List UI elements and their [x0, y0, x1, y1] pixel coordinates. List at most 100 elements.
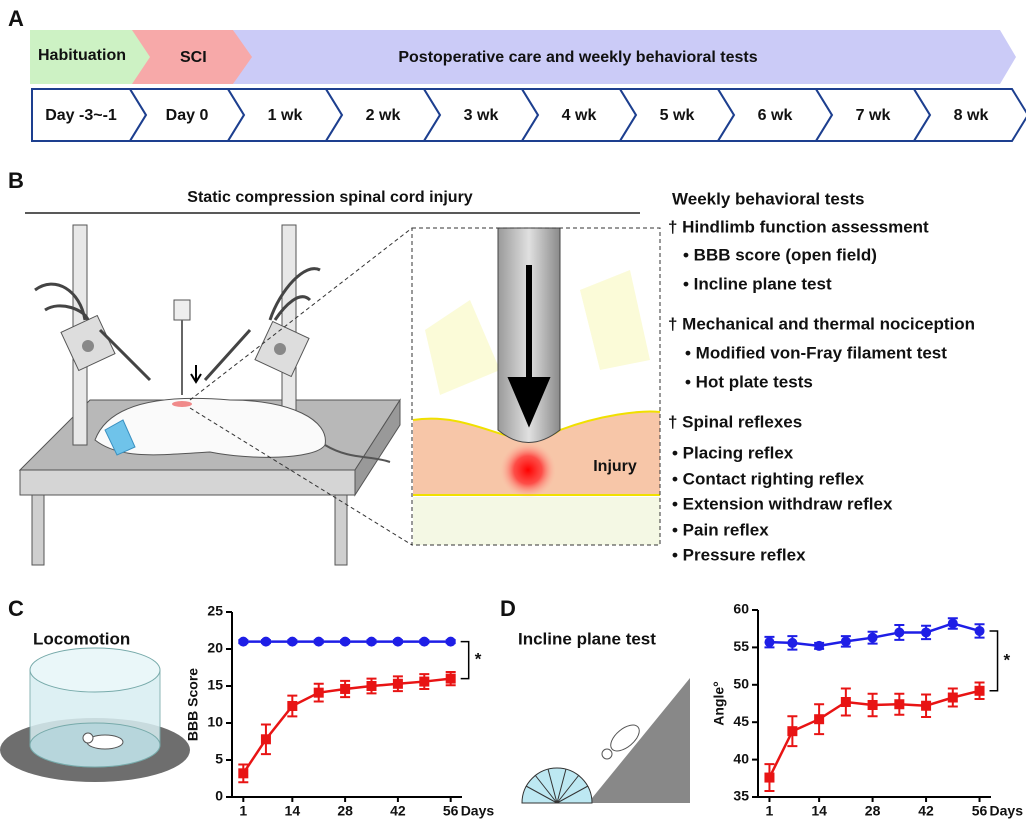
- y-axis-label: Angle°: [711, 681, 727, 726]
- test-item: • Hot plate tests: [685, 372, 813, 391]
- significance-mark: *: [475, 650, 482, 669]
- data-point: [367, 681, 377, 691]
- zoom-line: [190, 228, 412, 400]
- y-tick-label: 60: [733, 601, 749, 617]
- test-item: • BBB score (open field): [683, 245, 877, 264]
- data-point: [948, 618, 958, 628]
- incline-illustration: [522, 678, 690, 803]
- data-point: [446, 674, 456, 684]
- x-tick-label: 42: [918, 803, 934, 819]
- data-point: [841, 636, 851, 646]
- data-point: [868, 633, 878, 643]
- step-label: 3 wk: [464, 107, 499, 124]
- data-point: [238, 768, 248, 778]
- data-point: [814, 714, 824, 724]
- figure: A B C D Habituation SCI Postoperative ca…: [0, 0, 1026, 820]
- panel-title: Locomotion: [33, 629, 130, 648]
- test-item: • Extension withdraw reflex: [672, 494, 893, 513]
- step-label: Day -3~-1: [45, 107, 117, 124]
- test-item: • Incline plane test: [683, 274, 832, 293]
- data-point: [261, 637, 271, 647]
- inset-label: Injury: [593, 458, 637, 475]
- inset: [412, 228, 660, 545]
- data-point: [975, 626, 985, 636]
- test-group: † Hindlimb function assessment: [668, 217, 929, 236]
- y-tick-label: 35: [733, 788, 749, 804]
- data-point: [287, 637, 297, 647]
- x-tick-label: 28: [337, 803, 353, 819]
- data-point: [764, 773, 774, 783]
- open-field-illustration: [0, 648, 190, 782]
- data-point: [787, 638, 797, 648]
- y-tick-label: 20: [207, 640, 223, 656]
- x-tick-label: 56: [443, 803, 459, 819]
- x-tick-label: 1: [239, 803, 247, 819]
- data-point: [446, 637, 456, 647]
- panel-title: Incline plane test: [518, 629, 656, 648]
- panel-label: C: [8, 596, 24, 621]
- test-item: • Pain reflex: [672, 520, 769, 539]
- x-tick-label: 1: [766, 803, 774, 819]
- data-point: [393, 679, 403, 689]
- data-point: [393, 637, 403, 647]
- x-axis-label: Days: [990, 803, 1024, 819]
- y-tick-label: 5: [215, 751, 223, 767]
- y-tick-label: 10: [207, 714, 223, 730]
- significance-mark: *: [1004, 650, 1011, 669]
- surgery-title: Static compression spinal cord injury: [187, 189, 473, 206]
- data-point: [340, 684, 350, 694]
- y-tick-label: 15: [207, 677, 223, 693]
- data-point: [894, 627, 904, 637]
- significance-bracket: [990, 631, 998, 691]
- step-label: Day 0: [166, 107, 209, 124]
- data-point: [340, 637, 350, 647]
- test-item: • Placing reflex: [672, 443, 794, 462]
- data-point: [314, 637, 324, 647]
- x-tick-label: 14: [811, 803, 827, 819]
- y-tick-label: 55: [733, 638, 749, 654]
- phase-label: Postoperative care and weekly behavioral…: [398, 49, 757, 66]
- y-axis-label: BBB Score: [185, 668, 201, 741]
- data-point: [261, 734, 271, 744]
- tests-title: Weekly behavioral tests: [672, 189, 864, 208]
- x-tick-label: 42: [390, 803, 406, 819]
- step-label: 5 wk: [660, 107, 695, 124]
- x-axis-label: Days: [461, 803, 495, 819]
- data-point: [868, 700, 878, 710]
- data-point: [367, 637, 377, 647]
- phase-label: SCI: [180, 49, 207, 66]
- y-tick-label: 25: [207, 603, 223, 619]
- test-item: • Contact righting reflex: [672, 469, 865, 488]
- data-point: [894, 699, 904, 709]
- panel-label: B: [8, 168, 24, 193]
- data-point: [841, 697, 851, 707]
- y-tick-label: 40: [733, 750, 749, 766]
- data-point: [948, 693, 958, 703]
- data-point: [419, 677, 429, 687]
- y-tick-label: 50: [733, 676, 749, 692]
- data-point: [314, 688, 324, 698]
- step-label: 7 wk: [856, 107, 891, 124]
- data-point: [764, 637, 774, 647]
- x-tick-label: 56: [972, 803, 988, 819]
- x-tick-label: 28: [865, 803, 881, 819]
- panel-label: D: [500, 596, 516, 621]
- y-tick-label: 0: [215, 788, 223, 804]
- data-point: [921, 701, 931, 711]
- data-point: [238, 637, 248, 647]
- step-label: 4 wk: [562, 107, 597, 124]
- test-item: • Modified von-Fray filament test: [685, 343, 947, 362]
- data-point: [287, 701, 297, 711]
- test-group: † Spinal reflexes: [668, 412, 802, 431]
- step-label: 6 wk: [758, 107, 793, 124]
- significance-bracket: [461, 642, 469, 679]
- data-point: [419, 637, 429, 647]
- panel-label: A: [8, 6, 24, 31]
- data-point: [787, 726, 797, 736]
- surgery-illustration: [20, 225, 400, 565]
- test-group: † Mechanical and thermal nociception: [668, 314, 975, 333]
- data-point: [975, 686, 985, 696]
- step-label: 2 wk: [366, 107, 401, 124]
- step-label: 8 wk: [954, 107, 989, 124]
- timeline-steps: Day -3~-1Day 01 wk2 wk3 wk4 wk5 wk6 wk7 …: [32, 89, 1026, 141]
